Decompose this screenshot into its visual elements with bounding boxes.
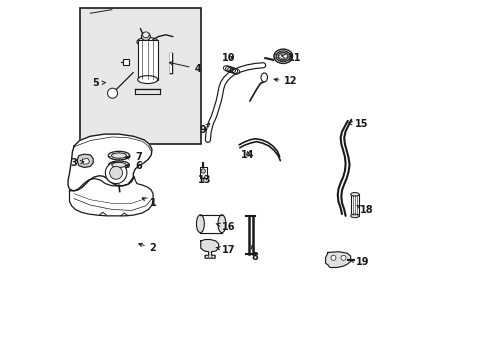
Ellipse shape: [137, 37, 158, 46]
Circle shape: [107, 88, 117, 98]
Text: 12: 12: [274, 76, 297, 86]
Text: 15: 15: [348, 120, 368, 129]
Ellipse shape: [350, 214, 359, 218]
Text: 6: 6: [125, 161, 142, 171]
Text: 18: 18: [356, 205, 372, 216]
Text: 8: 8: [251, 246, 258, 262]
Text: 5: 5: [92, 78, 105, 88]
Text: 10: 10: [221, 53, 235, 63]
Bar: [200, 215, 222, 233]
Polygon shape: [77, 154, 93, 167]
Ellipse shape: [112, 162, 126, 167]
Ellipse shape: [111, 153, 126, 158]
Polygon shape: [201, 239, 218, 258]
Ellipse shape: [350, 193, 359, 196]
Ellipse shape: [278, 53, 287, 60]
Ellipse shape: [141, 33, 150, 41]
Ellipse shape: [142, 32, 149, 38]
Bar: [200, 215, 222, 233]
Circle shape: [109, 166, 122, 179]
Polygon shape: [69, 176, 153, 216]
Text: 9: 9: [200, 123, 209, 135]
Ellipse shape: [261, 73, 267, 82]
Text: 3: 3: [71, 158, 83, 168]
Text: 14: 14: [241, 150, 254, 160]
Text: 2: 2: [139, 243, 156, 253]
Text: 17: 17: [216, 245, 235, 255]
Polygon shape: [82, 158, 89, 164]
Ellipse shape: [276, 51, 290, 62]
Text: 4: 4: [169, 62, 201, 74]
Text: 13: 13: [198, 175, 211, 185]
Bar: [137, 40, 158, 80]
Text: 16: 16: [216, 222, 235, 231]
Polygon shape: [325, 252, 350, 267]
Circle shape: [205, 255, 208, 258]
Circle shape: [105, 162, 126, 184]
Ellipse shape: [137, 76, 158, 84]
Circle shape: [201, 169, 205, 173]
Circle shape: [340, 255, 346, 260]
Ellipse shape: [108, 161, 129, 169]
Ellipse shape: [218, 215, 225, 233]
Polygon shape: [68, 134, 152, 191]
Bar: [122, 59, 129, 64]
Circle shape: [330, 255, 335, 260]
Text: 19: 19: [349, 257, 369, 267]
Circle shape: [211, 255, 214, 258]
Text: 7: 7: [125, 152, 142, 162]
Bar: [350, 194, 359, 216]
Text: 1: 1: [142, 198, 156, 208]
Ellipse shape: [196, 215, 204, 233]
Text: 11: 11: [281, 53, 301, 63]
Ellipse shape: [108, 151, 129, 160]
Ellipse shape: [273, 49, 292, 63]
Bar: [199, 167, 206, 178]
Bar: [80, 8, 201, 144]
